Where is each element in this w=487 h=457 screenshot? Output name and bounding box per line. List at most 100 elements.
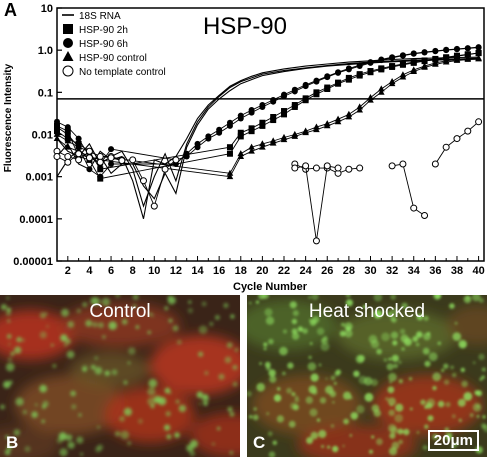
fluorescent-speckle [339, 330, 346, 337]
data-point-open-circle [464, 127, 472, 135]
data-point-square [270, 114, 277, 121]
fluorescent-speckle [34, 403, 38, 407]
series-circle [54, 44, 482, 180]
data-point-open-circle [323, 162, 331, 170]
fluorescent-speckle [373, 409, 381, 417]
fluorescent-speckle [6, 334, 12, 339]
data-point-triangle [399, 73, 407, 80]
fluorescent-speckle [437, 400, 445, 408]
fluorescent-speckle [426, 398, 436, 408]
legend-item: HSP-90 2h [63, 24, 128, 36]
fluorescent-speckle [102, 335, 106, 339]
data-point-circle [64, 131, 71, 138]
fluorescent-speckle [70, 390, 76, 397]
fluorescent-speckle [232, 364, 238, 370]
fluorescent-speckle [309, 319, 312, 322]
data-point-square [63, 24, 73, 34]
fluorescent-speckle [198, 325, 208, 334]
fluorescent-speckle [58, 432, 67, 441]
fluorescent-speckle [481, 375, 485, 379]
fluorescent-speckle [135, 325, 140, 329]
fluorescent-speckle [432, 433, 439, 440]
legend-item: HSP-90 control [62, 51, 147, 64]
data-point-circle [97, 173, 104, 180]
fluorescent-speckle [209, 322, 214, 326]
fluorescent-speckle [114, 431, 121, 437]
data-point-triangle [356, 106, 363, 113]
fluorescent-speckle [44, 312, 48, 316]
data-point-open-circle [356, 164, 364, 172]
data-point-square [378, 65, 385, 72]
fluorescent-speckle [31, 411, 38, 418]
fluorescent-speckle [389, 380, 392, 384]
data-point-triangle [378, 85, 385, 92]
fluorescent-speckle [148, 378, 158, 388]
micrograph-control-image [0, 295, 240, 457]
fluorescent-speckle [22, 409, 28, 415]
x-tick-label: 32 [386, 265, 398, 277]
fluorescent-speckle [132, 304, 137, 309]
data-point-triangle [388, 80, 396, 87]
fluorescent-speckle [309, 408, 318, 417]
fluorescent-speckle [330, 375, 336, 381]
fluorescent-speckle [111, 369, 118, 376]
x-tick-label: 10 [148, 265, 160, 277]
fluorescent-speckle [24, 446, 31, 452]
x-tick-label: 18 [235, 265, 247, 277]
fluorescent-speckle [21, 338, 25, 342]
fluorescent-speckle [454, 321, 458, 325]
data-point-open-circle [410, 204, 418, 212]
data-point-circle [63, 38, 73, 48]
data-point-open-circle [399, 160, 407, 168]
fluorescent-speckle [291, 392, 296, 397]
fluorescent-speckle [7, 444, 12, 450]
fluorescent-speckle [451, 414, 456, 419]
fluorescent-speckle [60, 334, 68, 342]
fluorescent-speckle [187, 307, 193, 314]
data-point-triangle [62, 51, 74, 61]
fluorescent-speckle [353, 370, 360, 377]
fluorescent-speckle [177, 339, 182, 345]
fluorescent-speckle [307, 362, 317, 371]
fluorescent-speckle [7, 319, 11, 323]
fluorescent-speckle [410, 407, 413, 411]
data-point-circle [345, 65, 352, 72]
fluorescent-speckle [389, 432, 396, 439]
fluorescent-speckle [390, 331, 399, 339]
fluorescent-speckle [265, 316, 275, 325]
data-point-square [291, 102, 298, 109]
fluorescent-speckle [297, 326, 304, 332]
x-tick-label: 6 [108, 265, 114, 277]
panel-label-a: A [4, 0, 17, 20]
fluorescent-speckle [61, 308, 69, 317]
fluorescent-speckle [108, 321, 117, 330]
data-point-triangle [334, 118, 342, 125]
fluorescent-speckle [201, 395, 210, 403]
data-point-square [259, 122, 266, 129]
data-point-circle [324, 73, 331, 80]
data-point-triangle [475, 55, 482, 62]
fluorescent-speckle [355, 354, 365, 364]
fluorescent-speckle [424, 360, 431, 367]
fluorescent-speckle [127, 441, 132, 446]
y-tick-label: 0.01 [32, 130, 53, 142]
data-point-circle [421, 49, 428, 56]
data-point-circle [259, 102, 266, 109]
fluorescent-speckle [151, 314, 155, 317]
data-point-circle [432, 47, 439, 54]
fluorescent-speckle [401, 302, 408, 309]
fluorescent-speckle [454, 442, 459, 446]
fluorescent-speckle [81, 365, 88, 372]
fluorescent-speckle [256, 382, 265, 392]
fluorescent-speckle [0, 404, 5, 410]
fluorescent-speckle [157, 397, 167, 406]
fluorescent-speckle [265, 365, 271, 371]
fluorescent-speckle [321, 445, 325, 448]
fluorescent-speckle [279, 346, 288, 356]
fluorescent-speckle [388, 357, 392, 361]
data-point-triangle [421, 63, 428, 70]
data-point-square [410, 59, 417, 66]
fluorescent-speckle [248, 415, 253, 419]
fluorescent-speckle [255, 300, 260, 304]
fluorescent-speckle [224, 356, 232, 364]
